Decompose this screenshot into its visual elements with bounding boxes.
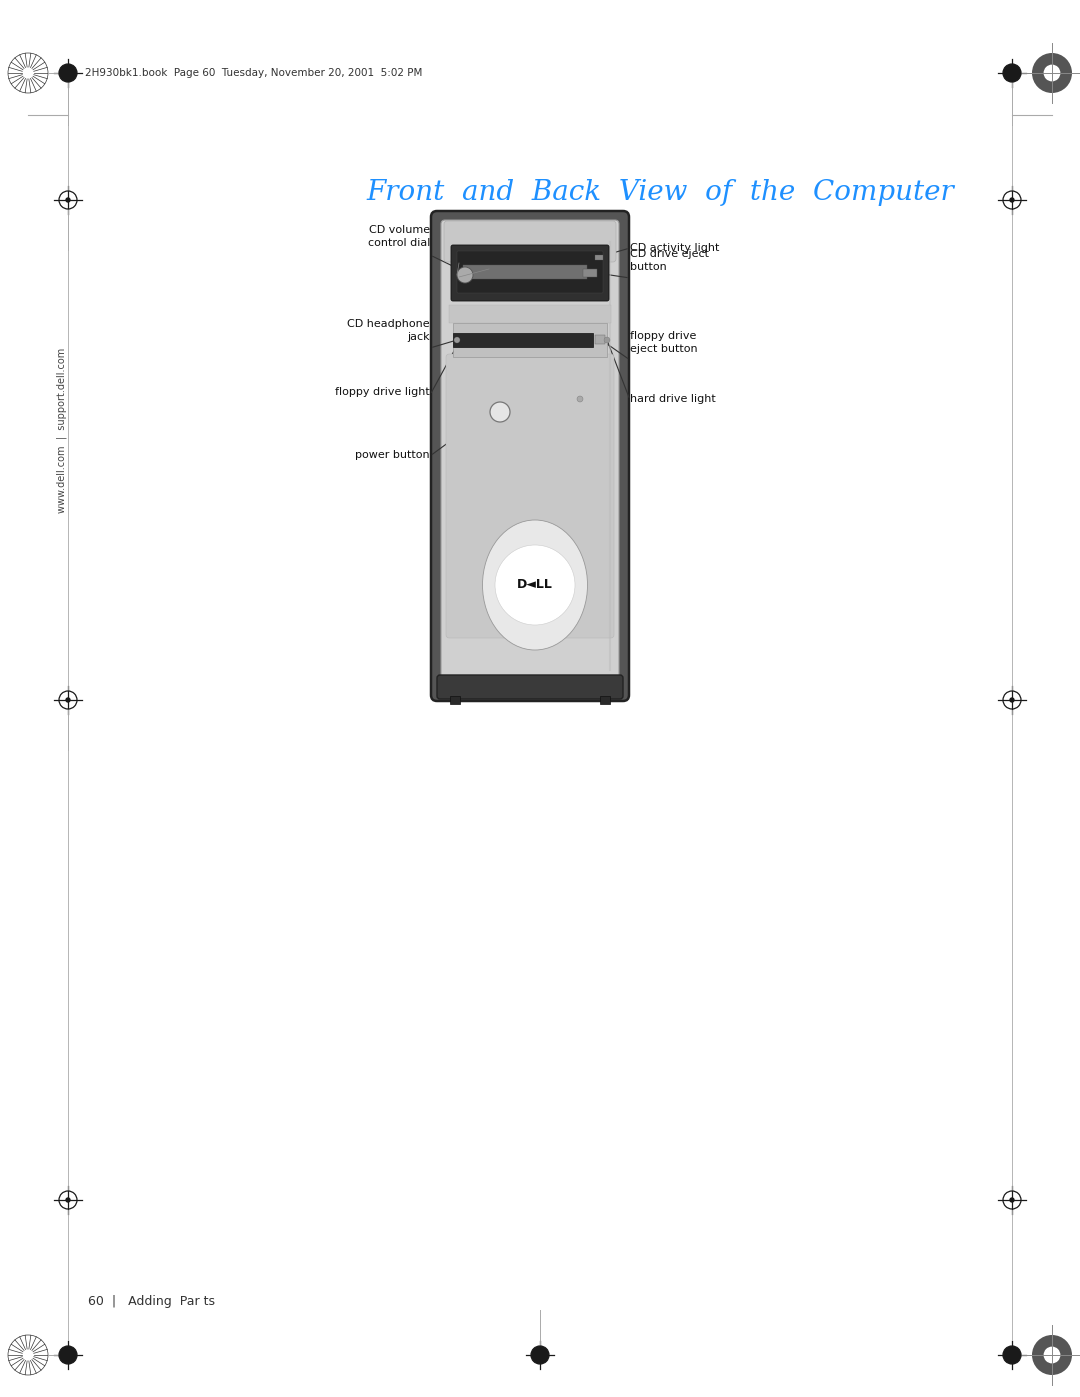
Text: 2H930bk1.book  Page 60  Tuesday, November 20, 2001  5:02 PM: 2H930bk1.book Page 60 Tuesday, November … xyxy=(85,68,422,78)
Text: CD activity light: CD activity light xyxy=(630,243,719,253)
Text: power button: power button xyxy=(355,450,430,460)
Bar xyxy=(600,696,610,704)
Circle shape xyxy=(1032,1336,1072,1375)
Ellipse shape xyxy=(483,520,588,650)
Text: floppy drive light: floppy drive light xyxy=(335,387,430,397)
Text: CD volume
control dial: CD volume control dial xyxy=(367,225,430,249)
Circle shape xyxy=(1010,1197,1015,1203)
Circle shape xyxy=(1003,1345,1021,1363)
Bar xyxy=(453,332,593,346)
FancyBboxPatch shape xyxy=(451,244,609,300)
Bar xyxy=(583,270,597,277)
Circle shape xyxy=(604,337,610,344)
Circle shape xyxy=(65,197,70,203)
FancyBboxPatch shape xyxy=(457,251,603,293)
Circle shape xyxy=(59,1345,77,1363)
Circle shape xyxy=(490,402,510,422)
FancyBboxPatch shape xyxy=(446,353,615,638)
Circle shape xyxy=(531,1345,549,1363)
Text: D◄LL: D◄LL xyxy=(517,578,553,591)
Circle shape xyxy=(65,1197,70,1203)
Bar xyxy=(453,323,607,358)
Circle shape xyxy=(1010,197,1015,203)
FancyBboxPatch shape xyxy=(441,219,619,694)
Bar xyxy=(450,696,460,704)
Circle shape xyxy=(1010,697,1015,703)
Text: CD headphone
jack: CD headphone jack xyxy=(348,319,430,342)
Circle shape xyxy=(1043,64,1061,81)
Circle shape xyxy=(59,64,77,82)
Circle shape xyxy=(495,545,575,624)
FancyBboxPatch shape xyxy=(444,221,616,263)
Bar xyxy=(595,335,605,344)
Text: hard drive light: hard drive light xyxy=(630,394,716,404)
Circle shape xyxy=(1003,64,1021,82)
Text: floppy drive
eject button: floppy drive eject button xyxy=(630,331,698,353)
Circle shape xyxy=(1032,53,1072,94)
Bar xyxy=(449,305,611,323)
Bar xyxy=(463,265,588,279)
Circle shape xyxy=(454,337,460,344)
Text: www.dell.com  |  support.dell.com: www.dell.com | support.dell.com xyxy=(57,348,67,513)
Bar xyxy=(595,256,603,260)
Circle shape xyxy=(1043,1347,1061,1363)
Circle shape xyxy=(457,267,473,284)
Text: Front  and  Back  View  of  the  Computer: Front and Back View of the Computer xyxy=(366,179,954,207)
Text: CD drive eject
button: CD drive eject button xyxy=(630,249,708,272)
Circle shape xyxy=(577,395,583,402)
Text: 60  |   Adding  Par ts: 60 | Adding Par ts xyxy=(87,1295,215,1309)
Circle shape xyxy=(65,697,70,703)
FancyBboxPatch shape xyxy=(431,211,629,701)
FancyBboxPatch shape xyxy=(437,675,623,698)
